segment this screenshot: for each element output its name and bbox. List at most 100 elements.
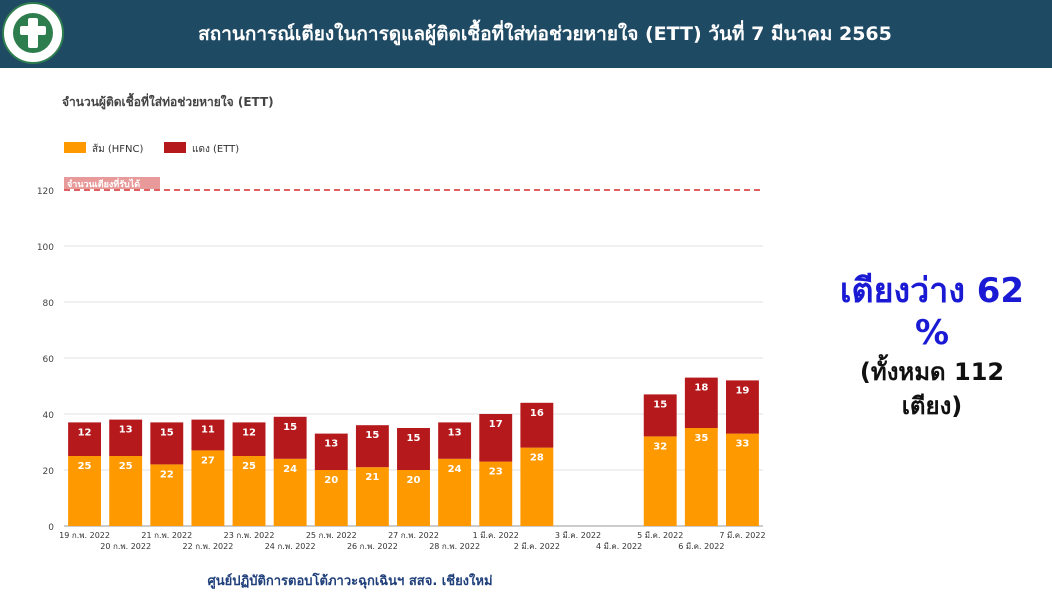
data-label: 24 [448,464,462,475]
bar-hfnc [479,461,513,526]
data-label: 13 [448,427,462,438]
bar-hfnc [643,436,677,526]
data-label: 25 [119,461,133,472]
x-tick-label: 21 ก.พ. 2022 [141,531,192,540]
x-tick-label: 24 ก.พ. 2022 [265,542,316,551]
x-tick-label: 27 ก.พ. 2022 [388,531,439,540]
data-label: 13 [119,425,133,436]
capacity-label: จำนวนเตียงที่รับได้ [67,177,140,190]
bar-ett [684,377,718,428]
x-tick-label: 25 ก.พ. 2022 [306,531,357,540]
bar-hfnc [314,470,348,526]
bar-hfnc [68,456,102,526]
data-label: 27 [201,455,215,466]
x-tick-label: 6 มี.ค. 2022 [678,542,724,551]
x-tick-label: 5 มี.ค. 2022 [637,531,683,540]
data-label: 21 [365,472,379,483]
page-title: สถานการณ์เตียงในการดูแลผู้ติดเชื้อที่ใส่… [198,23,892,45]
bar-hfnc [273,458,307,526]
x-tick-label: 26 ก.พ. 2022 [347,542,398,551]
y-tick-label: 0 [48,523,54,533]
bar-hfnc [150,464,184,526]
data-label: 28 [530,453,544,464]
bar-ett [109,419,143,456]
x-tick-label: 23 ก.พ. 2022 [224,531,275,540]
y-tick-label: 100 [37,243,54,253]
bar-hfnc [520,447,554,526]
data-label: 12 [78,427,92,438]
data-label: 13 [324,439,338,450]
bar-ett [438,422,472,459]
bar-ett [273,416,307,459]
total-beds-line1: (ทั้งหมด 112 [859,358,1005,386]
data-label: 15 [407,433,421,444]
y-tick-label: 40 [43,411,55,421]
legend-swatch-0 [64,142,86,153]
bar-hfnc [725,433,759,526]
data-label: 22 [160,469,174,480]
bar-ett [725,380,759,434]
data-label: 15 [283,422,297,433]
capacity-label-bg [64,177,160,189]
footer-credit: ศูนย์ปฏิบัติการตอบโต้ภาวะฉุกเฉินฯ สสจ. เ… [207,574,493,589]
data-label: 23 [489,467,503,478]
x-tick-label: 7 มี.ค. 2022 [719,531,765,540]
data-label: 24 [283,464,297,475]
x-tick-label: 2 มี.ค. 2022 [514,542,560,551]
bar-hfnc [397,470,430,526]
x-tick-label: 4 มี.ค. 2022 [596,542,642,551]
data-label: 25 [78,461,92,472]
bar-ett [355,425,389,468]
data-label: 17 [489,419,503,430]
bar-hfnc [191,450,225,526]
x-tick-label: 1 มี.ค. 2022 [473,531,519,540]
data-label: 15 [160,427,174,438]
bar-hfnc [109,456,143,526]
bar-ett [479,414,513,462]
vacancy-panel: เตียงว่าง 62 % (ทั้งหมด 112 เตียง) [812,270,1052,422]
bar-hfnc [232,456,266,526]
x-tick-label: 19 ก.พ. 2022 [59,531,110,540]
data-label: 35 [694,433,708,444]
ministry-logo [2,2,64,64]
x-tick-label: 3 มี.ค. 2022 [555,531,601,540]
header-bar: สถานการณ์เตียงในการดูแลผู้ติดเชื้อที่ใส่… [0,0,1052,68]
legend-label-0: ส้ม (HFNC) [92,143,144,155]
data-label: 12 [242,427,256,438]
y-tick-label: 80 [43,299,55,309]
x-tick-label: 28 ก.พ. 2022 [429,542,480,551]
data-label: 18 [694,383,708,394]
vacancy-rate-line2: % [914,313,950,353]
bar-hfnc [438,458,472,526]
y-tick-label: 60 [43,355,55,365]
bar-ett [314,433,348,470]
data-label: 20 [324,475,338,486]
data-label: 15 [365,430,379,441]
bar-hfnc [355,467,389,526]
bar-ett [643,394,677,437]
data-label: 20 [407,475,421,486]
data-label: 32 [653,441,667,452]
vacancy-rate-line1: เตียงว่าง 62 [839,271,1025,311]
bar-ett [68,422,102,456]
bar-ett [397,428,430,470]
legend-swatch-1 [164,142,186,153]
data-label: 16 [530,408,544,419]
y-tick-label: 20 [43,467,55,477]
x-tick-label: 22 ก.พ. 2022 [182,542,233,551]
bar-ett [191,419,225,451]
bar-ett [150,422,184,465]
legend-label-1: แดง (ETT) [192,144,239,155]
bar-ett [520,402,554,448]
data-label: 33 [735,439,749,450]
data-label: 15 [653,399,667,410]
data-label: 19 [735,385,749,396]
total-beds-line2: เตียง) [901,392,963,420]
stacked-bar-chart: จำนวนผู้ติดเชื้อที่ใส่ท่อช่วยหายใจ (ETT)… [37,92,766,551]
x-tick-label: 20 ก.พ. 2022 [100,542,151,551]
data-label: 25 [242,461,256,472]
bar-hfnc [684,428,718,526]
y-tick-label: 120 [37,187,54,197]
chart-title: จำนวนผู้ติดเชื้อที่ใส่ท่อช่วยหายใจ (ETT) [62,92,274,110]
data-label: 11 [201,425,215,436]
